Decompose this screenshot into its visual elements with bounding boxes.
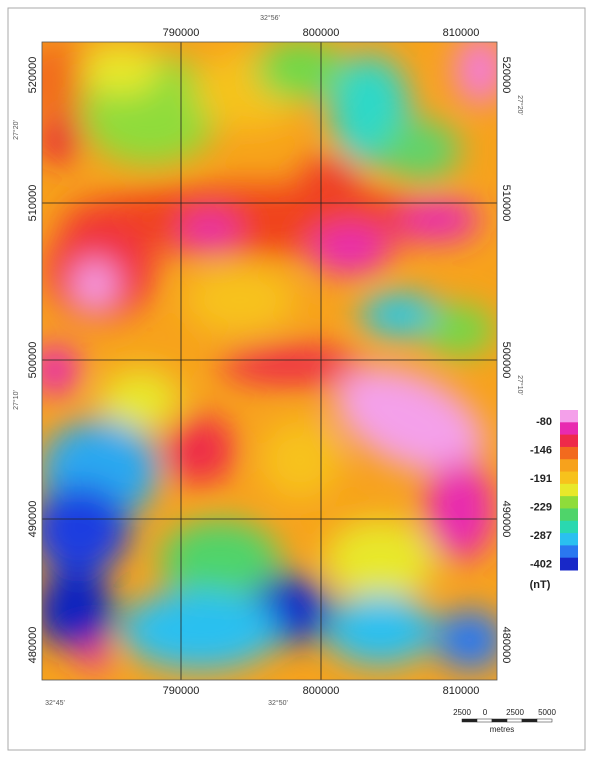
longitude-label: 32°45' — [45, 699, 65, 707]
easting-label: 800000 — [303, 27, 340, 39]
anomaly-raster — [20, 35, 505, 680]
scale-segment — [507, 719, 522, 722]
legend-unit: (nT) — [530, 579, 551, 591]
northing-label: 520000 — [27, 57, 39, 94]
scale-segment — [462, 719, 477, 722]
legend-label: -191 — [530, 473, 552, 485]
legend-swatch — [560, 459, 578, 472]
legend-label: -402 — [530, 558, 552, 570]
northing-label: 480000 — [27, 627, 39, 664]
easting-label: 800000 — [303, 685, 340, 697]
legend-swatch — [560, 472, 578, 485]
scale-label: 5000 — [538, 708, 556, 717]
legend-swatch — [560, 410, 578, 423]
longitude-label: 32°50' — [268, 699, 288, 707]
legend-label: -287 — [530, 530, 552, 542]
scale-segment — [477, 719, 492, 722]
scale-segment — [537, 719, 552, 722]
scale-segment — [522, 719, 537, 722]
legend-swatch — [560, 533, 578, 546]
latitude-label: 27°20' — [12, 120, 20, 140]
legend-label: -229 — [530, 501, 552, 513]
scale-label: 2500 — [506, 708, 524, 717]
legend-swatch — [560, 422, 578, 435]
legend-label: -146 — [530, 444, 552, 456]
legend-swatch — [560, 496, 578, 509]
northing-label: 490000 — [500, 501, 512, 538]
scale-label: 2500 — [453, 708, 471, 717]
northing-label: 510000 — [27, 185, 39, 222]
latitude-label: 27°20' — [516, 95, 524, 115]
northing-label: 480000 — [500, 627, 512, 664]
legend-swatch — [560, 435, 578, 448]
scale-label: 0 — [483, 708, 488, 717]
scale-bar: 2500 0 2500 5000 metres — [453, 708, 556, 734]
northing-label: 500000 — [27, 342, 39, 379]
scale-segment — [492, 719, 507, 722]
legend-swatch — [560, 447, 578, 460]
easting-label: 790000 — [163, 27, 200, 39]
legend: -80 -146 -191 -229 -287 -402 (nT) — [530, 410, 578, 591]
longitude-label: 32°56' — [260, 14, 280, 22]
easting-label: 810000 — [443, 27, 480, 39]
scale-unit: metres — [490, 725, 514, 734]
northing-label: 490000 — [27, 501, 39, 538]
legend-swatch — [560, 508, 578, 521]
northing-label: 520000 — [500, 57, 512, 94]
northing-label: 500000 — [500, 342, 512, 379]
easting-label: 810000 — [443, 685, 480, 697]
legend-swatch — [560, 484, 578, 497]
map-figure: 32°56' 32°45' 32°50' 27°20' 27°10' 27°20… — [0, 0, 593, 758]
legend-swatch — [560, 545, 578, 558]
legend-swatch — [560, 558, 578, 571]
latitude-label: 27°10' — [516, 375, 524, 395]
easting-label: 790000 — [163, 685, 200, 697]
legend-swatch — [560, 521, 578, 534]
northing-label: 510000 — [500, 185, 512, 222]
legend-label: -80 — [536, 416, 552, 428]
latitude-label: 27°10' — [12, 390, 20, 410]
